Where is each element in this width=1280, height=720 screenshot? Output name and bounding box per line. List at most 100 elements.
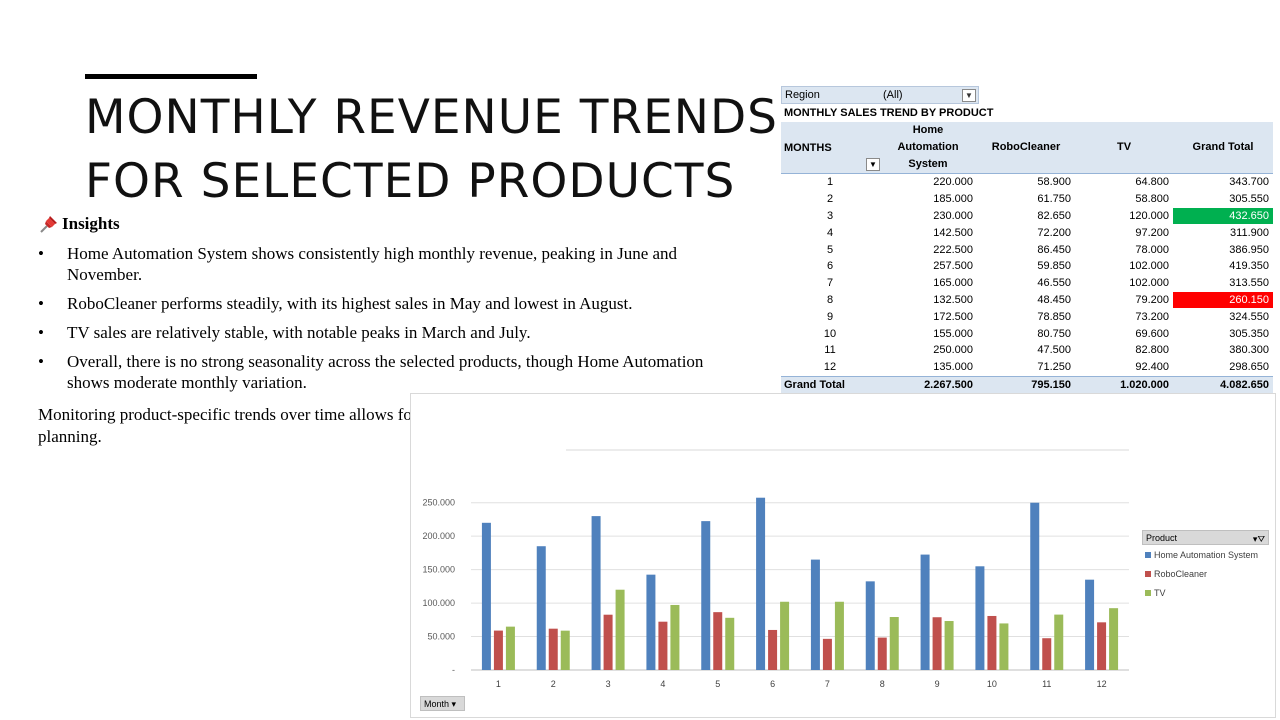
bar-home-automation-system xyxy=(701,521,711,670)
legend-item-home-automation: Home Automation System xyxy=(1142,545,1269,564)
insight-bullet: • Overall, there is no strong seasonality… xyxy=(38,352,704,392)
x-tick-label: 3 xyxy=(606,679,611,689)
value-cell: 82.650 xyxy=(1037,209,1071,222)
value-cell: 305.350 xyxy=(1229,327,1269,340)
insights-list: • Home Automation System shows consistent… xyxy=(38,243,728,401)
value-cell: 79.200 xyxy=(1135,293,1169,306)
value-cell: 185.000 xyxy=(933,193,973,206)
bar-robocleaner xyxy=(603,614,613,670)
value-cell: 92.400 xyxy=(1135,361,1169,374)
month-cell: 10 xyxy=(823,327,837,340)
value-cell: 86.450 xyxy=(1037,243,1071,256)
value-cell: 78.850 xyxy=(1037,310,1071,323)
value-cell: 102.000 xyxy=(1129,260,1169,273)
value-cell: 260.150 xyxy=(1173,291,1273,309)
x-tick-label: 5 xyxy=(715,679,720,689)
x-tick-label: 8 xyxy=(880,679,885,689)
value-cell: 59.850 xyxy=(1037,260,1071,273)
pivot-header-row: MONTHS ▼ Home Automation System RoboClean… xyxy=(781,122,1273,174)
bar-robocleaner xyxy=(768,629,778,670)
months-dropdown-icon[interactable]: ▼ xyxy=(866,158,880,171)
bar-home-automation-system xyxy=(810,559,820,670)
value-cell: 250.000 xyxy=(933,344,973,357)
bar-tv xyxy=(560,630,570,670)
insight-text: Overall, there is no strong seasonality … xyxy=(67,352,704,392)
y-tick-label: 250.000 xyxy=(422,498,455,508)
pivot-row: 2 185.000 61.750 58.800 305.550 xyxy=(781,191,1273,208)
value-cell: 71.250 xyxy=(1037,361,1071,374)
pivot-row: 6 257.500 59.850 102.000 419.350 xyxy=(781,258,1273,275)
value-cell: 220.000 xyxy=(933,176,973,189)
grand-total-cell: 2.267.500 xyxy=(879,375,977,394)
bar-home-automation-system xyxy=(756,497,766,670)
month-field-button[interactable]: Month ▾ xyxy=(420,696,465,711)
value-cell: 142.500 xyxy=(933,226,973,239)
legend-product-filter[interactable]: Product ▾⛛ xyxy=(1142,530,1269,545)
month-cell: 11 xyxy=(824,344,836,357)
month-cell: 7 xyxy=(826,277,834,290)
bar-home-automation-system xyxy=(481,522,491,670)
bar-tv xyxy=(615,589,625,670)
header-grand-total: Grand Total xyxy=(1173,122,1273,174)
filter-dropdown-icon[interactable]: ▼ xyxy=(962,88,976,102)
value-cell: 69.600 xyxy=(1135,327,1169,340)
month-cell: 3 xyxy=(826,209,834,222)
bar-home-automation-system xyxy=(1030,502,1040,670)
bar-home-automation-system xyxy=(646,574,656,670)
pivot-body: 1 220.000 58.900 64.800 343.700 2 185.000 61.75… xyxy=(781,174,1273,394)
x-tick-label: 9 xyxy=(935,679,940,689)
bar-tv xyxy=(1109,608,1119,670)
bar-robocleaner xyxy=(548,628,558,670)
bar-home-automation-system xyxy=(865,581,875,670)
grand-total-cell: 4.082.650 xyxy=(1173,375,1273,394)
y-tick-label: - xyxy=(452,665,455,675)
bar-tv xyxy=(505,626,515,670)
bar-robocleaner xyxy=(987,615,997,670)
pivot-grid: MONTHS ▼ Home Automation System RoboClean… xyxy=(781,122,1273,394)
y-tick-label: 150.000 xyxy=(422,565,455,575)
pivot-chart: -50.000 100.000 150.000 200.000 250.000 1 2 3 4 5… xyxy=(410,393,1276,718)
header-months: MONTHS ▼ xyxy=(781,122,880,174)
y-tick-label: 100.000 xyxy=(422,598,455,608)
value-cell: 230.000 xyxy=(933,209,973,222)
pivot-row: 4 142.500 72.200 97.200 311.900 xyxy=(781,224,1273,241)
insights-heading-text: Insights xyxy=(62,214,120,233)
insight-text: RoboCleaner performs steadily, with its … xyxy=(67,294,633,313)
value-cell: 102.000 xyxy=(1129,277,1169,290)
value-cell: 58.900 xyxy=(1037,176,1071,189)
pivot-row: 10 155.000 80.750 69.600 305.350 xyxy=(781,325,1273,342)
month-cell: 2 xyxy=(826,193,834,206)
bar-tv xyxy=(944,621,954,670)
x-tick-label: 10 xyxy=(987,679,997,689)
value-cell: 72.200 xyxy=(1037,226,1071,239)
insights-heading: Insights xyxy=(38,213,120,235)
bar-home-automation-system xyxy=(975,566,985,670)
insight-bullet: • RoboCleaner performs steadily, with its… xyxy=(38,294,633,313)
bar-robocleaner xyxy=(932,617,942,670)
grand-total-label: Grand Total xyxy=(781,375,879,394)
insight-text: TV sales are relatively stable, with not… xyxy=(67,323,531,342)
month-cell: 5 xyxy=(826,243,834,256)
value-cell: 172.500 xyxy=(933,310,973,323)
value-cell: 311.900 xyxy=(1230,226,1269,239)
month-cell: 9 xyxy=(826,310,834,323)
region-filter[interactable]: Region (All) ▼ xyxy=(781,86,979,104)
value-cell: 78.000 xyxy=(1135,243,1169,256)
bar-home-automation-system xyxy=(1085,579,1095,670)
legend-item-tv: TV xyxy=(1142,583,1269,602)
value-cell: 432.650 xyxy=(1173,207,1273,225)
filter-funnel-icon[interactable]: ▾⛛ xyxy=(1252,534,1265,544)
header-robocleaner: RoboCleaner xyxy=(977,122,1075,174)
x-tick-label: 7 xyxy=(825,679,830,689)
pivot-row: 7 165.000 46.550 102.000 313.550 xyxy=(781,275,1273,292)
value-cell: 46.550 xyxy=(1037,277,1071,290)
bar-robocleaner xyxy=(1042,638,1052,670)
insight-bullet: • Home Automation System shows consistent… xyxy=(38,244,678,284)
y-tick-label: 200.000 xyxy=(422,531,455,541)
month-cell: 4 xyxy=(826,226,834,239)
value-cell: 82.800 xyxy=(1135,344,1169,357)
month-cell: 12 xyxy=(823,361,837,374)
value-cell: 380.300 xyxy=(1229,344,1269,357)
value-cell: 313.550 xyxy=(1229,277,1269,290)
